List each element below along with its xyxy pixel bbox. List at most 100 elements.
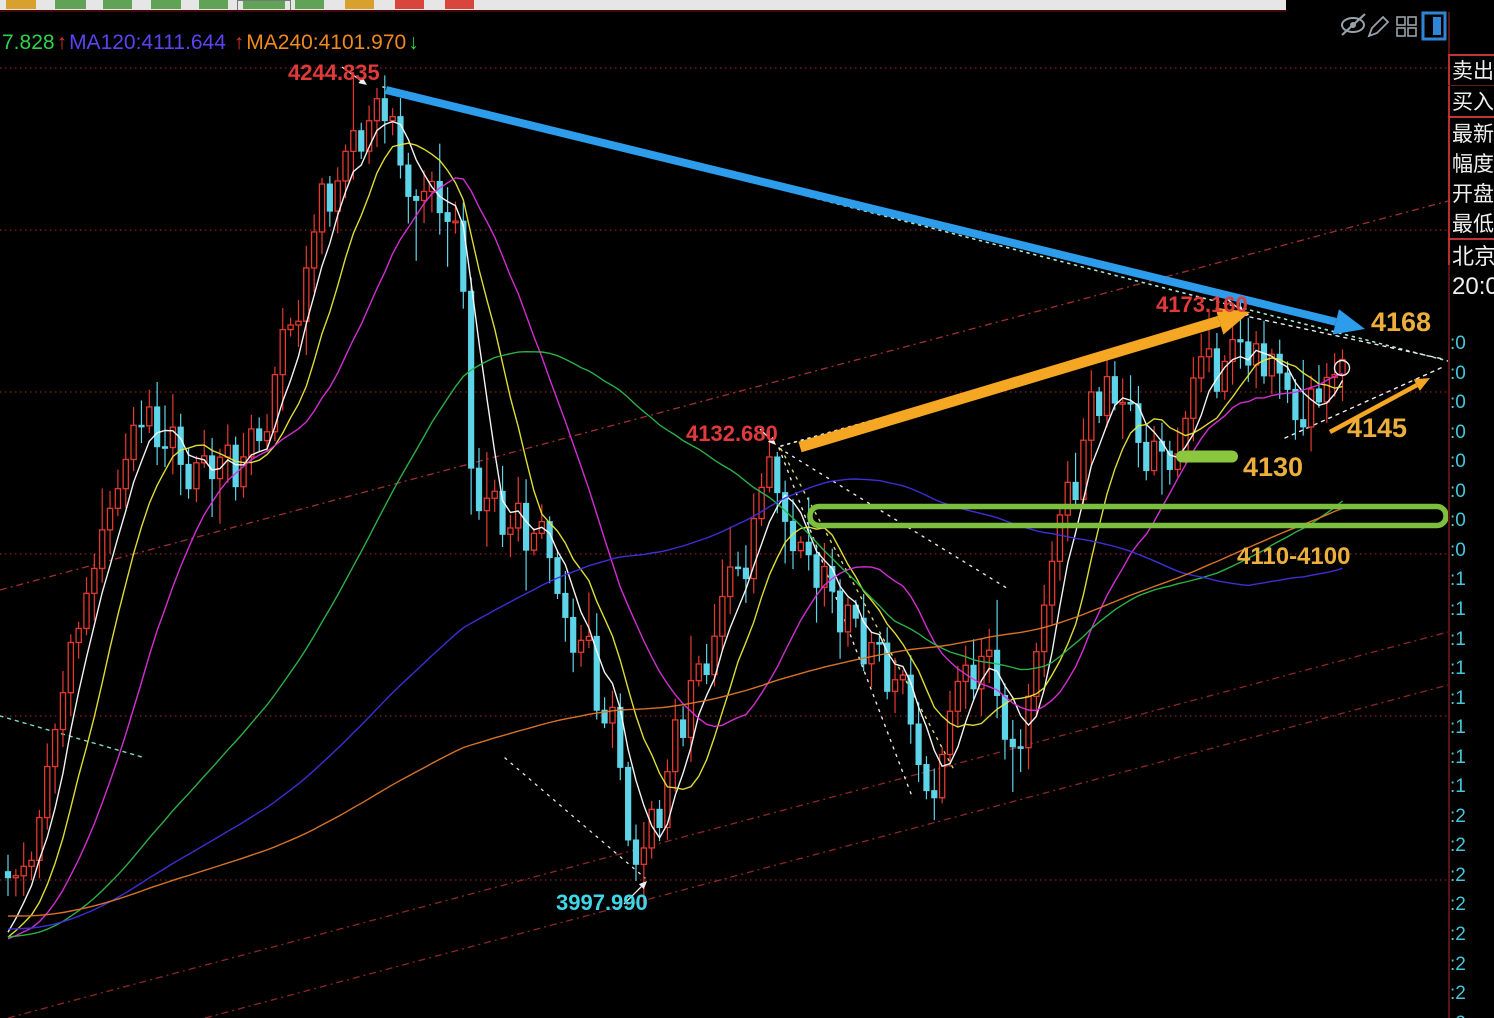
candle-body (562, 592, 569, 618)
candle-body (625, 766, 632, 841)
candle-body (1096, 391, 1103, 417)
tool-orange-1-button[interactable] (6, 0, 36, 9)
blue-resistance-arrow[interactable] (385, 86, 1365, 335)
annotation-label-4168[interactable]: 4168 (1371, 307, 1431, 337)
candle-body (420, 190, 428, 202)
candle-body (1103, 376, 1111, 417)
tool-green-3-button[interactable] (151, 0, 181, 9)
annotation-label-4132.680[interactable]: 4132.680 (686, 421, 778, 446)
candle-body (154, 406, 161, 448)
candle-body (271, 374, 279, 433)
annotation-label-4130[interactable]: 4130 (1243, 452, 1303, 482)
tick-time: :2 (1450, 1013, 1466, 1018)
drawing-toolbar (0, 0, 1286, 11)
candle-body (742, 567, 749, 580)
ma-legend: 7.828↑MA120:4111.644 ↑MA240:4101.970↓ (2, 31, 421, 55)
quote-last-label: 最新 (1452, 123, 1494, 146)
candle-body (680, 719, 687, 738)
candle-body (389, 115, 396, 122)
candle-body (28, 859, 35, 867)
tick-time: :1 (1450, 776, 1466, 798)
channel-line-2[interactable] (204, 684, 1449, 1018)
candle-body (1072, 481, 1079, 501)
tick-time: :0 (1450, 392, 1466, 414)
tool-green-1-button[interactable] (55, 0, 86, 9)
small-orange-arrow[interactable] (1328, 378, 1430, 434)
candle-body (248, 428, 255, 458)
dotted-fan-shallow[interactable] (778, 447, 1011, 591)
candle-body (915, 723, 922, 766)
candle-body (1268, 353, 1276, 377)
candle-body (703, 663, 710, 676)
quote-panel-icon[interactable] (1421, 11, 1447, 41)
candle-body (640, 847, 648, 865)
annotation-label-4110-4100[interactable]: 4110-4100 (1237, 543, 1350, 570)
candle-body (523, 502, 530, 551)
tool-red-2-button[interactable] (445, 0, 474, 9)
support-zone-4110-4100[interactable] (807, 503, 1449, 529)
candle-body (67, 641, 75, 694)
tool-green-selected-button[interactable] (243, 0, 285, 9)
quote-low-label: 最低 (1448, 208, 1494, 240)
tool-green-2-button[interactable] (103, 0, 132, 9)
candle-body (632, 839, 640, 865)
support-pill-4130[interactable] (1176, 450, 1238, 463)
candle-body (585, 635, 593, 641)
dotted-pennant-upper[interactable] (1249, 316, 1444, 360)
ma-legend-item: ↑ (56, 31, 68, 54)
candle-body (405, 164, 412, 197)
orange-support-arrow[interactable] (798, 307, 1250, 453)
candle-body (601, 709, 608, 724)
candle-body (51, 728, 59, 768)
ma-legend-item: ↑ (227, 31, 245, 54)
dotted-pennant-lower[interactable] (1284, 366, 1444, 439)
candle-body (868, 641, 875, 665)
annotation-label-4244.835[interactable]: 4244.835 (288, 60, 380, 85)
dotted-cyan-bottom-left[interactable] (0, 715, 143, 758)
buy-button[interactable]: 买入 (1448, 86, 1494, 118)
dotted-into-low[interactable] (504, 757, 646, 879)
tick-time: :1 (1450, 658, 1466, 680)
candle-body (593, 635, 600, 711)
clock-label: 20:0 (1452, 273, 1494, 300)
annotation-label-4145[interactable]: 4145 (1347, 413, 1407, 443)
quote-open-label: 开盘 (1452, 183, 1494, 206)
candle-body (978, 655, 985, 690)
channel-line-1[interactable] (7, 631, 1449, 1018)
candle-body (813, 554, 820, 588)
candle-body (310, 231, 318, 269)
tool-green-4-button[interactable] (199, 0, 228, 9)
candle-body (193, 462, 200, 490)
candle-body (1252, 343, 1260, 366)
tool-red-1-button[interactable] (395, 0, 424, 9)
tool-orange-2-button[interactable] (345, 0, 374, 9)
candle-body (1017, 746, 1024, 749)
annotation-label-3997.990[interactable]: 3997.990 (556, 890, 648, 915)
candle-body (970, 664, 977, 690)
tool-green-5-button[interactable] (295, 0, 324, 9)
candle-body (766, 456, 773, 489)
annotation-label-4173.160[interactable]: 4173.160 (1156, 292, 1248, 317)
candle-body (962, 664, 969, 683)
candle-body (946, 710, 954, 756)
candle-body (609, 706, 616, 724)
candle-body (12, 875, 20, 879)
hide-drawings-eye-icon[interactable] (1341, 13, 1366, 36)
candle-body (884, 642, 891, 692)
candle-body (20, 865, 27, 877)
tick-time: :0 (1450, 539, 1466, 561)
channel-line-0[interactable] (0, 200, 1449, 591)
sell-button[interactable]: 卖出 (1448, 55, 1494, 86)
dotted-fan-steep[interactable] (778, 447, 914, 800)
draw-pencil-icon[interactable] (1367, 15, 1390, 38)
candle-body (695, 663, 703, 682)
candle-body (994, 649, 1001, 696)
candle-body (1213, 348, 1221, 392)
grid-layout-icon[interactable] (1396, 16, 1417, 37)
tick-time: :2 (1450, 835, 1466, 857)
quote-range-label: 幅度 (1452, 153, 1494, 176)
candle-body (460, 220, 467, 292)
tick-time: :1 (1450, 628, 1466, 650)
